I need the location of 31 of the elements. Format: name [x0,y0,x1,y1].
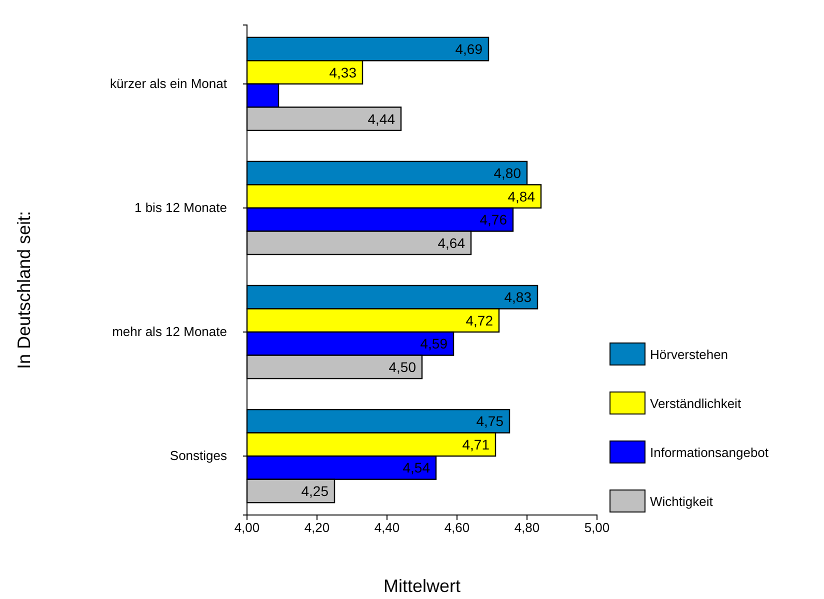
data-label: 4,50 [388,358,416,375]
x-axis-title: Mittelwert [383,576,461,596]
legend-label: Hörverstehen [650,347,728,362]
data-label: 4,33 [329,64,357,80]
data-label: 4,64 [438,234,466,251]
data-label: 4,59 [420,336,448,352]
legend-label: Wichtigkeit [650,494,714,509]
y-tick-label: kürzer als ein Monat [110,76,228,92]
legend-label: Verständlichkeit [650,396,742,411]
x-tick-label: 4,40 [374,520,400,536]
data-label: 4,44 [368,110,396,127]
y-tick-label: 1 bis 12 Monate [134,200,227,216]
legend-label: Informationsangebot [650,445,769,460]
data-label: 4,69 [455,41,483,58]
data-label: 4,54 [402,460,430,476]
data-label: 4,76 [480,212,508,228]
data-label: 4,72 [466,312,494,328]
y-tick-label: mehr als 12 Monate [112,324,227,340]
x-tick-label: 5,00 [584,520,610,536]
data-label: 4,83 [504,289,532,306]
x-tick-label: 4,20 [304,520,330,536]
data-label: 4,80 [494,165,522,182]
x-tick-label: 4,60 [444,520,470,536]
data-label: 4,84 [508,188,536,204]
y-axis-title: In Deutschland seit: [14,210,34,370]
data-label: 4,25 [301,482,329,499]
x-tick-label: 4,80 [514,520,540,536]
data-label: 4,71 [462,436,490,452]
y-tick-label: Sonstiges [170,448,228,464]
data-label: 4,75 [476,413,504,430]
x-tick-label: 4,00 [234,520,260,536]
